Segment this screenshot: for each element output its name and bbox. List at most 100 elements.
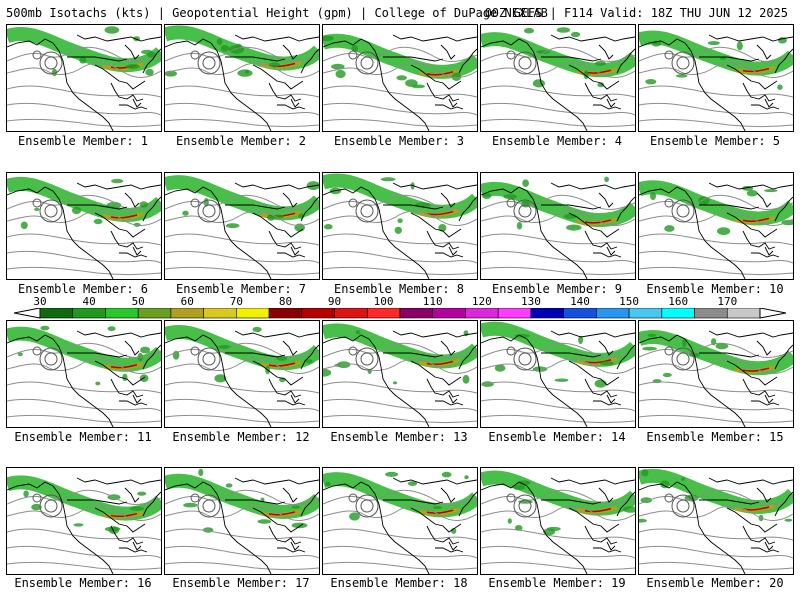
coastline — [699, 56, 760, 62]
coastline — [440, 340, 456, 356]
map-canvas — [323, 323, 477, 427]
coastline — [593, 547, 622, 553]
color-scale-swatch — [530, 308, 564, 319]
closed-low-contour — [190, 493, 200, 503]
height-contour — [165, 528, 319, 541]
coastline — [234, 330, 319, 338]
closed-low-contour — [32, 50, 42, 60]
height-contour — [323, 266, 477, 275]
color-scale-swatch — [203, 308, 237, 319]
height-contour — [639, 85, 793, 98]
isotach-patch — [650, 192, 656, 201]
jet-stream-band — [481, 32, 635, 78]
ensemble-member-map — [6, 24, 162, 132]
isotach-patch — [594, 379, 607, 388]
coastline — [684, 485, 746, 574]
closed-low-contour — [32, 198, 42, 208]
isotach-patch — [647, 333, 657, 337]
ensemble-member-caption: Ensemble Member: 11 — [14, 430, 152, 444]
color-scale-label: 160 — [668, 295, 689, 308]
isotach-patch — [145, 68, 154, 76]
coastline — [584, 525, 618, 545]
height-contour — [639, 266, 793, 275]
coastline — [550, 477, 635, 485]
coastline — [252, 507, 304, 533]
color-scale-label: 70 — [229, 295, 244, 308]
coastline — [210, 485, 272, 574]
height-contour — [323, 102, 477, 116]
coastline — [52, 190, 114, 279]
jet-max — [426, 509, 454, 514]
height-contour — [7, 545, 161, 559]
isotach-patch — [507, 518, 512, 524]
isotach-patch — [494, 364, 506, 372]
coastline — [606, 541, 616, 551]
ensemble-member-caption: Ensemble Member: 18 — [330, 576, 468, 590]
coastline — [268, 230, 302, 250]
height-contour — [7, 118, 161, 127]
closed-low-contour — [44, 56, 58, 70]
coastline — [751, 400, 780, 406]
height-contour — [323, 46, 477, 62]
jet-stream-band — [481, 470, 635, 516]
color-scale-bar: 30 40 50 60 70 80 90 100 110 120 130 140 150 160 170 — [14, 296, 786, 320]
ensemble-member-map — [480, 172, 636, 280]
coastline — [764, 246, 774, 256]
closed-low-contour — [676, 352, 690, 366]
isotach-patch — [126, 64, 140, 69]
isotach-patch — [104, 26, 120, 34]
coastline — [435, 252, 464, 258]
isotach-patch — [106, 201, 122, 209]
isotach-patch — [323, 35, 334, 42]
color-scale-swatch — [596, 308, 630, 319]
map-canvas — [323, 173, 477, 279]
coastline — [699, 352, 760, 358]
coastline — [726, 64, 778, 90]
ensemble-member-caption: Ensemble Member: 7 — [175, 282, 307, 296]
coastline — [132, 541, 142, 551]
height-contour — [481, 194, 635, 210]
coastline — [234, 34, 319, 42]
coastline — [774, 344, 793, 370]
height-contour — [165, 414, 319, 423]
ensemble-member-map — [638, 172, 794, 280]
map-canvas — [7, 26, 161, 131]
ensemble-member-map — [638, 320, 794, 428]
height-contour — [165, 194, 319, 210]
coastline — [435, 400, 464, 406]
isotach-patch — [645, 79, 657, 85]
coastline — [282, 487, 298, 503]
map-canvas — [481, 321, 635, 427]
height-contour — [7, 505, 161, 521]
closed-low-contour — [664, 346, 674, 356]
coastline — [756, 44, 772, 60]
ensemble-member-caption: Ensemble Member: 12 — [172, 430, 310, 444]
ensemble-member-map — [638, 24, 794, 132]
height-contour — [165, 250, 319, 264]
coastline — [410, 212, 462, 238]
coastline — [67, 499, 128, 505]
coastline — [481, 186, 528, 196]
isotach-patch — [516, 221, 523, 230]
isotach-patch — [594, 60, 606, 66]
isotach-patch — [524, 27, 534, 34]
map-canvas — [7, 475, 161, 574]
coastline — [132, 394, 142, 404]
height-contour — [639, 102, 793, 116]
color-scale-label: 100 — [373, 295, 394, 308]
coastline — [481, 334, 528, 344]
isotach-patch — [604, 176, 609, 182]
coastline — [742, 230, 776, 250]
isotach-patch — [566, 224, 582, 231]
isotach-patch — [380, 177, 396, 182]
color-scale-swatch — [137, 308, 172, 319]
closed-low-contour — [44, 499, 58, 513]
color-scale-label: 90 — [327, 295, 342, 308]
isotach-patch — [351, 44, 358, 53]
height-contour — [639, 118, 793, 127]
jet-stream-band — [639, 468, 793, 514]
coastline — [751, 104, 780, 110]
color-scale-labels: 30 40 50 60 70 80 90 100 110 120 130 140 150 160 170 — [14, 296, 786, 308]
closed-low-contour — [360, 204, 374, 218]
closed-low-contour — [39, 347, 63, 371]
